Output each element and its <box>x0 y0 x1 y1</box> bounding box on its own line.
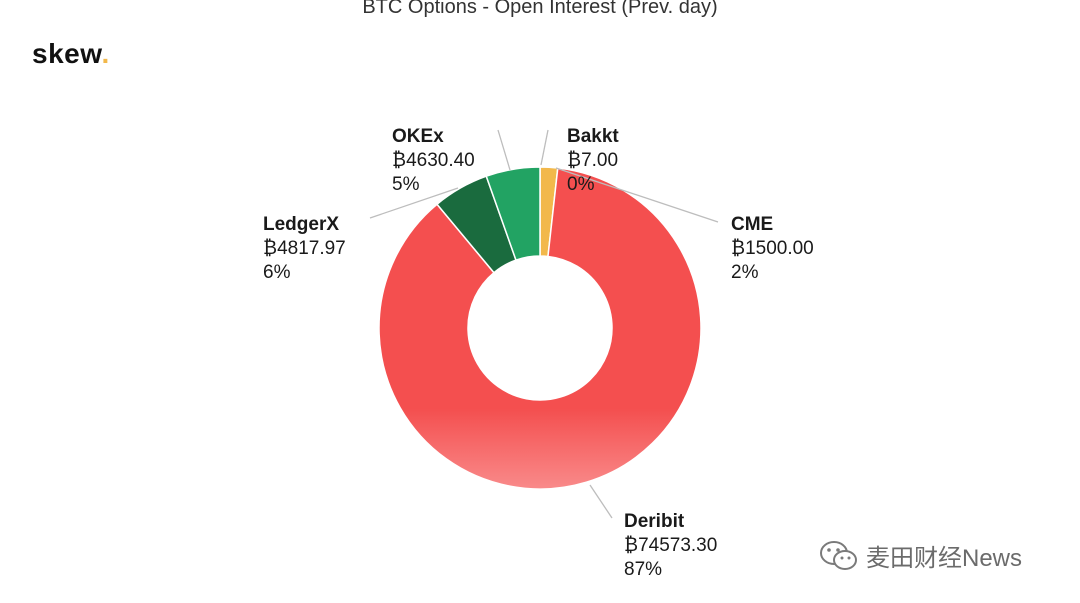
label-percent-ledgerx: 6% <box>263 262 291 283</box>
label-name-cme: CME <box>731 214 773 235</box>
label-name-bakkt: Bakkt <box>567 126 619 147</box>
leader-line-ledgerx <box>369 187 459 219</box>
label-percent-cme: 2% <box>731 262 759 283</box>
leader-line-okex <box>497 129 511 171</box>
logo-text: skew <box>32 38 102 69</box>
label-value-bakkt: ₿7.00 <box>567 150 618 171</box>
leader-line-deribit <box>589 484 613 519</box>
label-name-deribit: Deribit <box>624 511 685 532</box>
slices-group <box>378 166 702 490</box>
wechat-icon <box>820 540 857 570</box>
logo-dot: . <box>101 38 110 69</box>
label-value-okex: ₿4630.40 <box>392 150 475 171</box>
label-name-ledgerx: LedgerX <box>263 214 339 235</box>
watermark-text: 麦田财经News <box>866 545 1023 572</box>
skew-logo: skew. <box>32 38 110 70</box>
watermark: 麦田财经News <box>818 538 1022 573</box>
label-name-okex: OKEx <box>392 126 444 147</box>
labels-group: Bakkt ₿7.00 0% CME ₿1500.00 2% Deribit ₿74573.3… <box>263 126 814 580</box>
label-value-cme: ₿1500.00 <box>731 238 814 259</box>
label-value-deribit: ₿74573.30 <box>624 535 717 556</box>
chart-title: BTC Options - Open Interest (Prev. day) <box>362 0 718 18</box>
label-percent-deribit: 87% <box>624 559 662 580</box>
slice-okex[interactable] <box>485 166 541 262</box>
slice-deribit[interactable] <box>378 167 702 490</box>
label-percent-bakkt: 0% <box>567 174 595 195</box>
leader-lines-group <box>369 129 719 519</box>
leader-line-bakkt <box>540 129 549 166</box>
label-percent-okex: 5% <box>392 174 420 195</box>
label-value-ledgerx: ₿4817.97 <box>263 238 346 259</box>
leader-line-cme <box>555 167 719 223</box>
